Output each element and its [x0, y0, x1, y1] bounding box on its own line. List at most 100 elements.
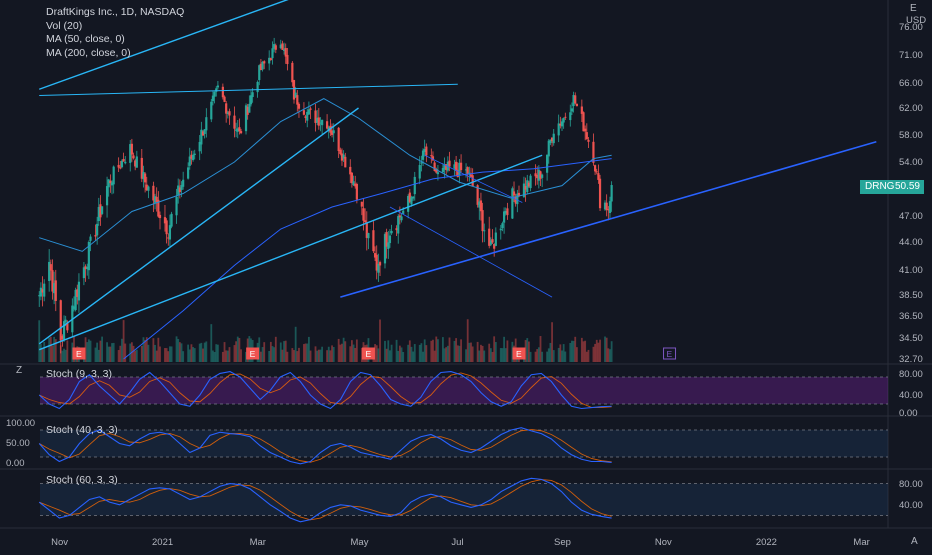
candle-body	[43, 283, 46, 297]
candle-body	[54, 280, 57, 301]
candle-body	[281, 43, 284, 50]
ma50-line	[39, 98, 612, 252]
candle-body	[284, 47, 287, 57]
volume-bar	[225, 350, 228, 362]
candle-body	[493, 244, 496, 249]
volume-bar	[435, 336, 438, 362]
indicator-ma200-label[interactable]: MA (200, close, 0)	[46, 46, 131, 59]
volume-bar	[468, 342, 471, 362]
candle-body	[585, 132, 588, 140]
candle-body	[385, 232, 388, 247]
volume-bar	[240, 349, 242, 362]
candle-body	[135, 156, 138, 168]
candle-body	[105, 186, 109, 206]
corner-glyph[interactable]: E	[910, 3, 917, 14]
candle-body	[292, 80, 296, 100]
volume-bar	[536, 349, 539, 362]
candle-body	[350, 172, 354, 184]
earnings-marker-label: E	[667, 349, 673, 359]
candle-body	[251, 92, 254, 98]
volume-bar	[84, 337, 87, 362]
volume-bar	[604, 336, 606, 362]
volume-bar	[537, 347, 540, 362]
volume-bar	[122, 320, 125, 362]
candle-body	[367, 233, 370, 239]
volume-bar	[217, 344, 219, 362]
volume-bar	[594, 343, 596, 362]
candle-body	[263, 61, 266, 64]
stoch-9-label[interactable]: Stoch (9, 3, 3)	[46, 368, 112, 380]
candle-body	[132, 155, 135, 159]
volume-bar	[198, 343, 201, 362]
candle-body	[187, 167, 190, 179]
volume-bar	[306, 343, 309, 362]
time-tick-label: 2022	[756, 537, 777, 548]
volume-bar	[580, 337, 583, 362]
volume-bar	[182, 351, 185, 362]
volume-bar	[605, 337, 608, 362]
candle-body	[502, 211, 506, 223]
volume-bar	[159, 346, 161, 362]
stoch-60-label[interactable]: Stoch (60, 3, 3)	[46, 474, 118, 486]
volume-bar	[551, 322, 553, 362]
indicator-vol-label[interactable]: Vol (20)	[46, 19, 83, 32]
candle-body	[74, 289, 77, 311]
volume-bar	[215, 344, 218, 362]
volume-bar	[339, 344, 342, 362]
candle-body	[233, 115, 236, 129]
candle-body	[526, 180, 529, 193]
candle-body	[478, 201, 481, 208]
candle-body	[536, 174, 539, 179]
stoch-tick-label: 0.00	[6, 458, 25, 469]
candle-body	[562, 117, 565, 123]
stoch-k-line	[38, 477, 612, 523]
volume-bar	[458, 345, 461, 362]
candle-body	[53, 283, 56, 294]
candle-body	[226, 112, 229, 114]
candle-body	[479, 200, 483, 212]
volume-bar	[437, 339, 439, 362]
candle-body	[244, 105, 248, 132]
candle-body	[435, 168, 438, 173]
volume-bar	[402, 351, 405, 362]
volume-bar	[569, 342, 572, 362]
candle-body	[314, 110, 317, 123]
candle-body	[504, 210, 507, 214]
candle-body	[423, 148, 426, 153]
candle-body	[198, 141, 201, 152]
indicator-ma50-label[interactable]: MA (50, close, 0)	[46, 33, 125, 45]
volume-bar	[562, 344, 565, 362]
volume-bar	[309, 350, 312, 362]
candle-body	[268, 57, 271, 64]
volume-bar	[599, 339, 601, 362]
stoch-band-fill	[40, 377, 888, 404]
stoch-40-label[interactable]: Stoch (40, 3, 3)	[46, 424, 118, 436]
price-badge-symbol: DRNG	[865, 181, 895, 192]
volume-bar	[283, 341, 285, 362]
candle-body	[190, 154, 193, 159]
candle-body	[597, 173, 600, 180]
candle-body	[119, 167, 122, 169]
candle-body	[489, 240, 492, 245]
volume-bar	[352, 344, 355, 362]
volume-bar	[165, 348, 168, 362]
candle-body	[205, 117, 208, 131]
stoch-k-line	[38, 427, 612, 465]
volume-bar	[344, 341, 347, 362]
trendline-short-descending	[424, 154, 523, 203]
auto-scale-button[interactable]: A	[911, 536, 918, 547]
candle-body	[163, 217, 167, 224]
price-tick-label: 36.50	[899, 311, 923, 322]
volume-bar	[212, 350, 214, 362]
candle-body	[455, 161, 458, 171]
volume-bar	[331, 345, 333, 362]
candle-body	[387, 242, 390, 249]
volume-bar	[552, 350, 555, 362]
stoch-tick-label: 100.00	[6, 418, 35, 429]
candle-body	[412, 196, 415, 199]
bottom-left-glyph[interactable]: Z	[16, 365, 23, 376]
last-price-badge: DRNG 50.59	[860, 180, 924, 194]
price-tick-label: 47.00	[899, 211, 923, 222]
